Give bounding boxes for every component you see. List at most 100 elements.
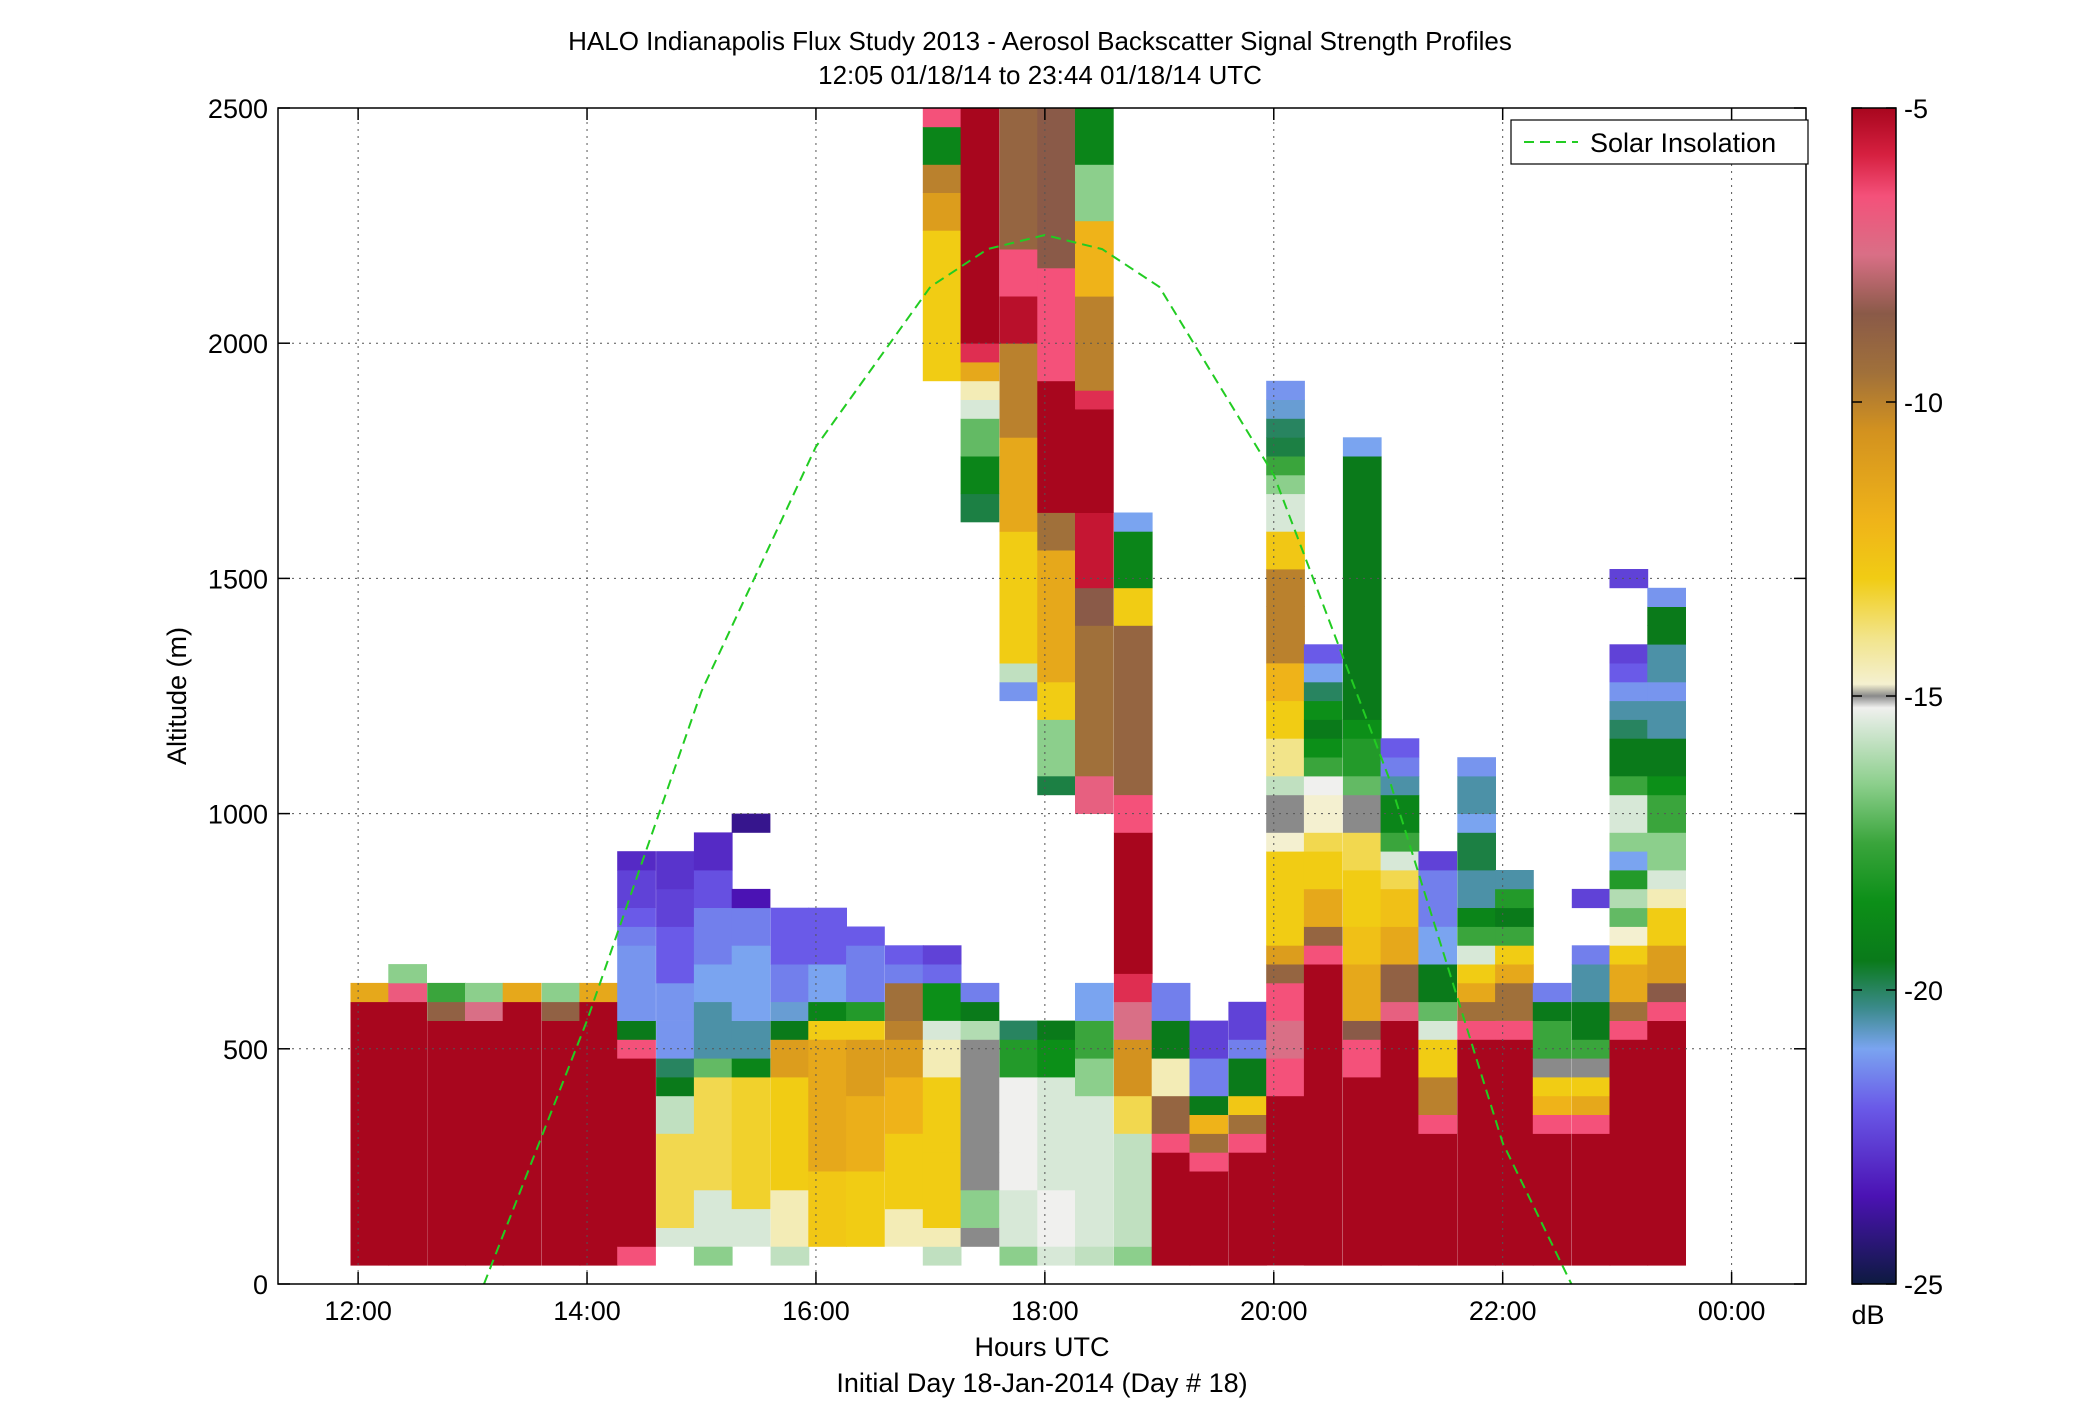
heatmap-cell: [656, 1095, 695, 1134]
heatmap-cell: [770, 1020, 810, 1040]
heatmap-cell: [885, 1133, 924, 1210]
heatmap-cell: [1037, 1189, 1076, 1247]
heatmap-cell: [808, 1020, 847, 1040]
heatmap-cell: [1037, 343, 1076, 382]
heatmap-cell: [1647, 888, 1686, 909]
heatmap-cell: [1266, 700, 1305, 739]
heatmap-cell: [1075, 409, 1114, 513]
heatmap-cell: [1151, 982, 1191, 1021]
heatmap-cell: [808, 907, 847, 965]
heatmap-cell: [1457, 907, 1496, 927]
heatmap-cell: [1342, 832, 1382, 871]
heatmap-cell: [1113, 973, 1153, 1003]
heatmap-cell: [1571, 888, 1611, 909]
heatmap-cell: [770, 1189, 810, 1247]
heatmap-cell: [1571, 945, 1611, 965]
heatmap-cell: [1457, 964, 1496, 984]
heatmap-cell: [1609, 700, 1649, 720]
plot-area: 12:00 14:00 16:00 18:00 20:00 22:00 00:00 0 500…: [208, 94, 1807, 1326]
heatmap-cell: [656, 1227, 695, 1247]
heatmap-cell: [1418, 1133, 1458, 1266]
heatmap-cell: [617, 1058, 656, 1247]
heatmap-cell: [885, 1208, 924, 1247]
x-tick-label: 12:00: [324, 1296, 392, 1326]
colorbar-label: dB: [1851, 1300, 1884, 1330]
heatmap-cell: [1647, 907, 1686, 946]
heatmap-cell: [465, 982, 504, 1003]
heatmap-cell: [770, 1077, 810, 1191]
heatmap-cell: [922, 964, 962, 984]
heatmap-cell: [1532, 1020, 1572, 1059]
heatmap-cell: [1266, 606, 1305, 664]
heatmap-cell: [731, 1058, 771, 1078]
heatmap-cell: [1266, 474, 1305, 495]
heatmap-cell: [960, 456, 1000, 495]
x-tick-label: 18:00: [1011, 1296, 1079, 1326]
heatmap-cell: [1113, 587, 1153, 626]
x-axis-ticks: 12:00 14:00 16:00 18:00 20:00 22:00 00:00: [324, 108, 1765, 1326]
heatmap-cell: [1266, 982, 1305, 1021]
x-axis-label-2: Initial Day 18-Jan-2014 (Day # 18): [836, 1368, 1247, 1398]
heatmap-cell: [1380, 1020, 1420, 1266]
heatmap-cell: [1571, 1001, 1611, 1040]
heatmap-cell: [541, 982, 581, 1003]
heatmap-cell: [999, 1039, 1039, 1078]
heatmap-cell: [1113, 1039, 1153, 1097]
heatmap-cell: [656, 1133, 695, 1228]
heatmap-cell: [999, 531, 1039, 664]
heatmap-cell: [1303, 926, 1343, 946]
heatmap-cell: [922, 982, 962, 1021]
y-tick-label: 0: [253, 1270, 268, 1300]
heatmap-cell: [922, 164, 962, 193]
heatmap-cell: [731, 888, 771, 909]
heatmap-cell: [1609, 926, 1649, 946]
heatmap-cell: [1189, 1058, 1229, 1097]
heatmap-cell: [999, 663, 1039, 683]
heatmap-cell: [388, 982, 427, 1003]
heatmap-cell: [1228, 1133, 1268, 1153]
heatmap-cell: [922, 192, 962, 231]
heatmap-cell: [1037, 1039, 1076, 1078]
heatmap-cell: [693, 1077, 733, 1191]
heatmap-cell: [1303, 738, 1343, 758]
heatmap-cell: [1189, 1152, 1229, 1172]
legend-box: [1510, 119, 1809, 165]
heatmap-cell: [1495, 1039, 1534, 1266]
heatmap-cell: [1266, 569, 1305, 607]
heatmap-cell: [1647, 945, 1686, 984]
heatmap-cell: [1457, 1039, 1496, 1266]
colorbar-tick-label: -20: [1904, 976, 1943, 1006]
heatmap-cell: [1075, 296, 1114, 391]
heatmap-cell: [1609, 832, 1649, 852]
heatmap-cell: [1228, 1058, 1268, 1097]
heatmap-cell: [1609, 907, 1649, 927]
heatmap-cell: [922, 945, 962, 965]
heatmap-cell: [999, 1189, 1039, 1247]
heatmap-cell: [388, 1001, 427, 1266]
heatmap-cell: [1303, 851, 1343, 890]
heatmap-cell: [1189, 1114, 1229, 1134]
heatmap-cell: [1075, 625, 1114, 777]
heatmap-cell: [1418, 926, 1458, 965]
heatmap-cell: [922, 1227, 962, 1247]
heatmap-cell: [1303, 700, 1343, 720]
heatmap-cell: [1151, 1133, 1191, 1153]
heatmap-cell: [999, 1020, 1039, 1040]
heatmap-cell: [617, 1246, 656, 1266]
heatmap-cell: [1303, 964, 1343, 1266]
heatmap-cell: [693, 907, 733, 965]
heatmap-cell: [1342, 926, 1382, 965]
heatmap-cell: [885, 1001, 924, 1021]
heatmap-cell: [1609, 888, 1649, 909]
heatmap-cell: [1647, 738, 1686, 777]
heatmap-cell: [502, 982, 542, 1003]
heatmap-cell: [1647, 644, 1686, 683]
heatmap-cell: [656, 982, 695, 1021]
heatmap-cell: [1418, 1077, 1458, 1115]
heatmap-cell: [1037, 776, 1076, 796]
heatmap-cell: [656, 1058, 695, 1078]
heatmap-cell: [693, 832, 733, 871]
heatmap-cell: [1113, 832, 1153, 974]
heatmap-cell: [885, 982, 924, 1003]
heatmap-cell: [770, 907, 810, 965]
